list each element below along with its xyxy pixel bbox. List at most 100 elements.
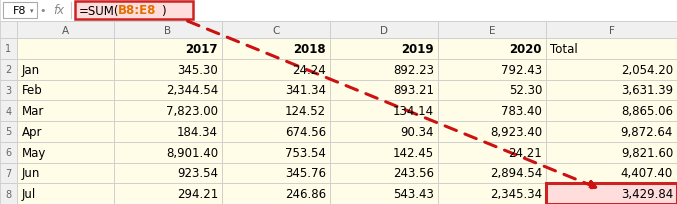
Bar: [330, 163, 438, 183]
Bar: [114, 59, 222, 80]
Text: May: May: [22, 146, 47, 159]
Text: A: A: [62, 25, 69, 35]
Bar: [0, 183, 17, 204]
Bar: [0, 80, 17, 101]
Text: 893.21: 893.21: [393, 84, 434, 97]
Bar: [114, 101, 222, 121]
Bar: [546, 163, 677, 183]
Text: F8: F8: [14, 6, 27, 16]
Bar: [222, 80, 330, 101]
Bar: [330, 121, 438, 142]
Text: 2020: 2020: [510, 43, 542, 56]
Bar: [222, 163, 330, 183]
Text: 753.54: 753.54: [285, 146, 326, 159]
Text: 7: 7: [5, 168, 12, 178]
Bar: [17, 142, 114, 163]
Bar: [0, 39, 17, 59]
Text: 341.34: 341.34: [285, 84, 326, 97]
Text: 6: 6: [5, 147, 12, 157]
Text: 2019: 2019: [401, 43, 434, 56]
Bar: [0, 0, 677, 22]
Text: 184.34: 184.34: [177, 125, 218, 138]
Text: 2018: 2018: [293, 43, 326, 56]
Text: 3: 3: [5, 85, 12, 95]
Text: 892.23: 892.23: [393, 63, 434, 76]
Text: 2017: 2017: [185, 43, 218, 56]
Bar: [75, 2, 193, 20]
Text: 246.86: 246.86: [285, 187, 326, 200]
Text: 4,407.40: 4,407.40: [621, 166, 673, 180]
Text: 3,429.84: 3,429.84: [621, 187, 673, 200]
Text: 9,821.60: 9,821.60: [621, 146, 673, 159]
Bar: [222, 121, 330, 142]
Text: 2: 2: [5, 65, 12, 75]
Text: 294.21: 294.21: [177, 187, 218, 200]
Bar: [3, 3, 37, 19]
Bar: [114, 80, 222, 101]
Text: ): ): [161, 4, 166, 17]
Text: fx: fx: [53, 4, 64, 17]
Text: Total: Total: [550, 43, 577, 56]
Text: Jun: Jun: [22, 166, 41, 180]
Text: 923.54: 923.54: [177, 166, 218, 180]
Text: Mar: Mar: [22, 105, 45, 118]
Text: Jan: Jan: [22, 63, 40, 76]
Text: •: •: [40, 6, 46, 16]
Text: 2,894.54: 2,894.54: [489, 166, 542, 180]
Bar: [330, 101, 438, 121]
Bar: [330, 142, 438, 163]
Text: Feb: Feb: [22, 84, 43, 97]
Bar: [17, 121, 114, 142]
Bar: [222, 101, 330, 121]
Text: 8,865.06: 8,865.06: [621, 105, 673, 118]
Text: 9,872.64: 9,872.64: [621, 125, 673, 138]
Bar: [330, 183, 438, 204]
Text: 7,823.00: 7,823.00: [166, 105, 218, 118]
Bar: [17, 163, 114, 183]
Text: 142.45: 142.45: [393, 146, 434, 159]
Bar: [546, 39, 677, 59]
Bar: [330, 39, 438, 59]
Bar: [330, 80, 438, 101]
Bar: [222, 22, 330, 39]
Bar: [0, 142, 17, 163]
Text: 5: 5: [5, 127, 12, 137]
Bar: [438, 22, 546, 39]
Text: 243.56: 243.56: [393, 166, 434, 180]
Bar: [0, 59, 17, 80]
Text: =SUM(: =SUM(: [79, 4, 120, 17]
Bar: [546, 121, 677, 142]
Bar: [17, 22, 114, 39]
Bar: [546, 101, 677, 121]
Bar: [330, 59, 438, 80]
Text: 90.34: 90.34: [401, 125, 434, 138]
Bar: [546, 183, 677, 204]
Bar: [222, 183, 330, 204]
Bar: [17, 59, 114, 80]
Text: E: E: [489, 25, 496, 35]
Text: Jul: Jul: [22, 187, 37, 200]
Text: ▾: ▾: [30, 8, 34, 14]
Text: 52.30: 52.30: [508, 84, 542, 97]
Bar: [222, 39, 330, 59]
Text: 8,923.40: 8,923.40: [490, 125, 542, 138]
Bar: [0, 101, 17, 121]
Text: 543.43: 543.43: [393, 187, 434, 200]
Bar: [438, 163, 546, 183]
Bar: [438, 142, 546, 163]
Bar: [222, 142, 330, 163]
Text: B8:E8: B8:E8: [118, 4, 156, 17]
Text: 3,631.39: 3,631.39: [621, 84, 673, 97]
Text: 8: 8: [5, 189, 12, 199]
Text: 24.21: 24.21: [508, 146, 542, 159]
Bar: [546, 59, 677, 80]
Text: B: B: [165, 25, 171, 35]
Text: 4: 4: [5, 106, 12, 116]
Text: 124.52: 124.52: [285, 105, 326, 118]
Bar: [17, 80, 114, 101]
Bar: [438, 59, 546, 80]
Bar: [546, 80, 677, 101]
Text: D: D: [380, 25, 388, 35]
Bar: [114, 22, 222, 39]
Bar: [0, 121, 17, 142]
